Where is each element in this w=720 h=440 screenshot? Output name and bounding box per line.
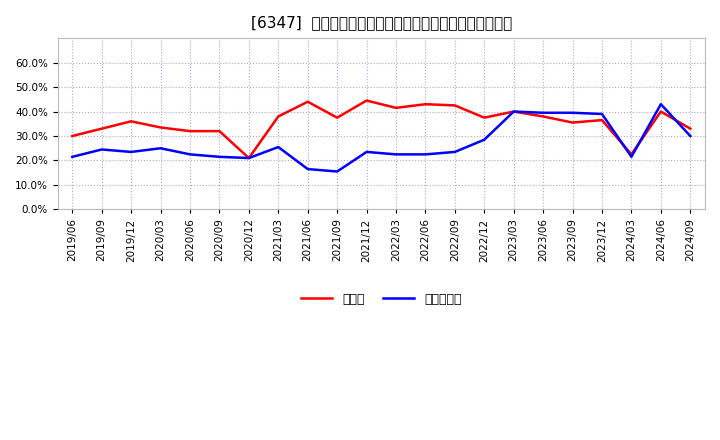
有利子負債 bbox=[303, 166, 312, 172]
有利子負債 bbox=[657, 102, 665, 107]
有利子負債 bbox=[156, 146, 165, 151]
現預金 bbox=[657, 109, 665, 114]
現預金 bbox=[510, 109, 518, 114]
現預金 bbox=[186, 128, 194, 134]
現預金 bbox=[303, 99, 312, 104]
有利子負債 bbox=[97, 147, 106, 152]
現預金 bbox=[568, 120, 577, 125]
現預金 bbox=[392, 105, 400, 110]
有利子負債 bbox=[392, 152, 400, 157]
現預金 bbox=[127, 119, 135, 124]
現預金 bbox=[274, 114, 283, 119]
Line: 有利子負債: 有利子負債 bbox=[72, 104, 690, 172]
有利子負債 bbox=[480, 137, 489, 142]
現預金 bbox=[333, 115, 341, 120]
現預金 bbox=[215, 128, 224, 134]
現預金 bbox=[97, 126, 106, 131]
現預金 bbox=[68, 133, 76, 139]
Title: [6347]  現預金、有利子負債の総資産に対する比率の推移: [6347] 現預金、有利子負債の総資産に対する比率の推移 bbox=[251, 15, 512, 30]
有利子負債 bbox=[68, 154, 76, 159]
有利子負債 bbox=[510, 109, 518, 114]
現預金 bbox=[539, 114, 547, 119]
有利子負債 bbox=[245, 155, 253, 161]
現預金 bbox=[421, 102, 430, 107]
有利子負債 bbox=[215, 154, 224, 159]
Line: 現預金: 現預金 bbox=[72, 100, 690, 158]
有利子負債 bbox=[451, 149, 459, 154]
現預金 bbox=[362, 98, 371, 103]
現預金 bbox=[627, 152, 636, 157]
有利子負債 bbox=[186, 152, 194, 157]
現預金 bbox=[480, 115, 489, 120]
有利子負債 bbox=[421, 152, 430, 157]
有利子負債 bbox=[539, 110, 547, 115]
有利子負債 bbox=[127, 149, 135, 154]
有利子負債 bbox=[686, 133, 695, 139]
有利子負債 bbox=[333, 169, 341, 174]
有利子負債 bbox=[598, 111, 606, 117]
現預金 bbox=[686, 126, 695, 131]
Legend: 現預金, 有利子負債: 現預金, 有利子負債 bbox=[296, 288, 467, 311]
現預金 bbox=[598, 117, 606, 123]
有利子負債 bbox=[362, 149, 371, 154]
有利子負債 bbox=[568, 110, 577, 115]
有利子負債 bbox=[627, 154, 636, 159]
現預金 bbox=[245, 155, 253, 161]
有利子負債 bbox=[274, 144, 283, 150]
現預金 bbox=[156, 125, 165, 130]
現預金 bbox=[451, 103, 459, 108]
